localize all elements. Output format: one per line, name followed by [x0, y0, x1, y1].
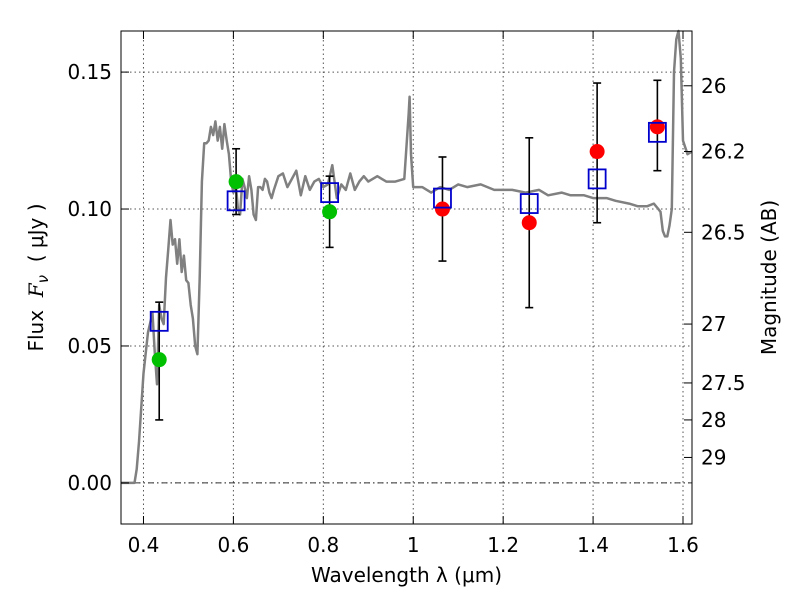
- x-tick-label: 0.4: [128, 533, 160, 557]
- right-axis-tick-label: 26.2: [701, 140, 746, 164]
- y-tick-label: 0.10: [67, 197, 112, 221]
- data-point-circle: [589, 144, 605, 160]
- y-tick-label: 0.00: [67, 471, 112, 495]
- y-axis-label-subscript: ν: [34, 275, 52, 283]
- data-point-square: [519, 193, 539, 214]
- right-axis-tick-label: 27: [701, 312, 726, 336]
- right-axis-tick-label: 29: [701, 445, 726, 469]
- x-tick-label: 1.4: [577, 533, 609, 557]
- data-point-circle: [151, 352, 167, 368]
- y-axis-label-rest: ( μJy ): [24, 203, 48, 275]
- y-tick-label: 0.15: [67, 60, 112, 84]
- y-axis-label: Flux Fν ( μJy ): [24, 203, 52, 351]
- x-tick-label: 1: [407, 533, 420, 557]
- right-axis-tick-label: 26: [701, 74, 726, 98]
- y-tick-label: 0.05: [67, 334, 112, 358]
- data-point-square: [320, 182, 340, 203]
- x-tick-label: 1.2: [487, 533, 519, 557]
- right-axis-tick-label: 28: [701, 408, 726, 432]
- data-point-square: [226, 190, 246, 212]
- axis-ticks: [121, 31, 692, 524]
- spectrum-line: [121, 29, 693, 485]
- x-tick-label: 1.6: [667, 533, 699, 557]
- plot-frame: [120, 30, 693, 525]
- x-tick-label: 0.8: [307, 533, 339, 557]
- data-point-square: [647, 121, 667, 143]
- data-point-circle: [649, 119, 665, 135]
- x-axis-label: Wavelength λ (μm): [311, 563, 502, 587]
- data-point-square: [587, 168, 607, 190]
- model-spectrum: [121, 29, 693, 485]
- y-axis-label-symbol: F: [24, 282, 48, 298]
- y-axis-label-prefix: Flux: [24, 297, 48, 351]
- axis-tick-labels: 0.4 0.6 0.8 1 1.2 1.4 1.6 0.00 0.05 0.10 0.15 26 26.…: [67, 60, 745, 557]
- right-axis-tick-label: 27.5: [701, 371, 746, 395]
- grid: [121, 31, 692, 524]
- photometry-points: [149, 119, 667, 368]
- data-point-circle: [228, 174, 244, 190]
- data-point-square: [433, 187, 452, 209]
- data-point-circle: [322, 204, 338, 220]
- x-tick-label: 0.6: [217, 533, 249, 557]
- right-axis-label: Magnitude (AB): [757, 200, 781, 355]
- data-point-circle: [521, 215, 537, 231]
- data-point-square: [149, 310, 169, 332]
- right-axis-tick-label: 26.5: [701, 220, 746, 244]
- data-point-circle: [434, 201, 450, 217]
